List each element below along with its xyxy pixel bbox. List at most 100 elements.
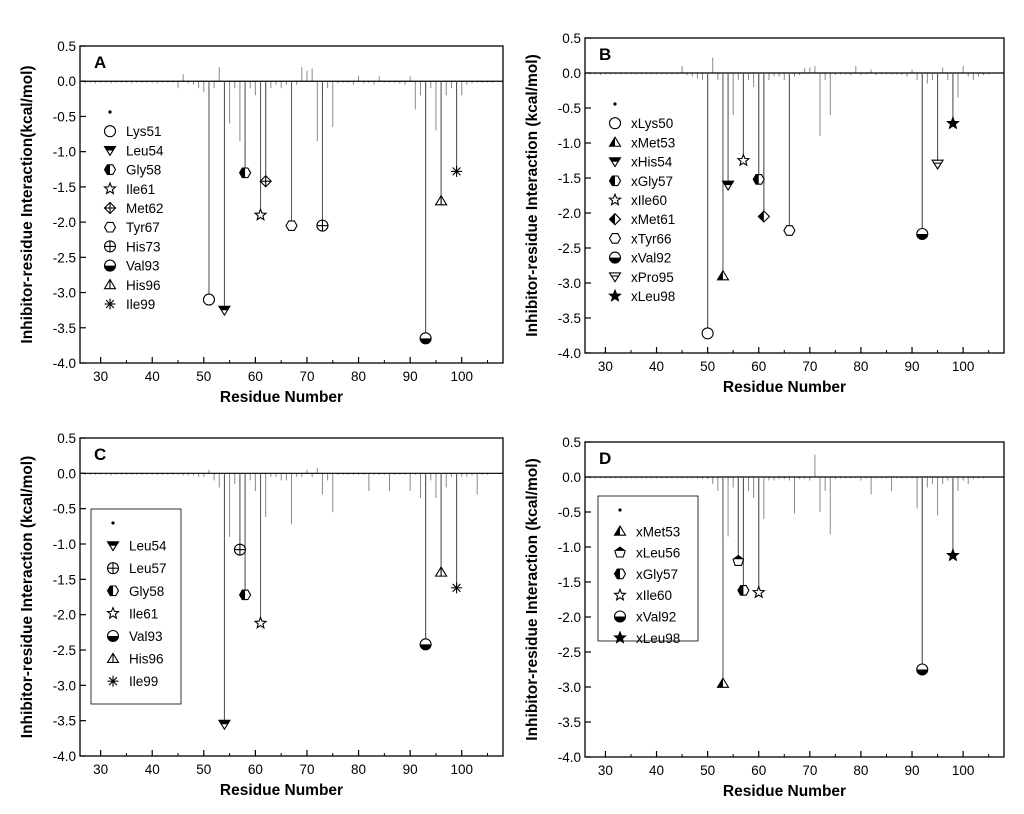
legend-marker-gly58-fill <box>104 164 110 175</box>
marker-xile60 <box>751 585 766 599</box>
legend-marker-gly58 <box>103 164 117 175</box>
legend-label: Ile99 <box>126 297 155 312</box>
marker-xmet53-fill <box>717 270 723 280</box>
plot-frame <box>79 45 504 364</box>
legend-marker-xleu98-shape <box>613 630 627 644</box>
legend-label: xPro95 <box>631 270 674 285</box>
marker-ile99-ray <box>452 167 461 176</box>
y-tick-label: -2.0 <box>53 215 76 230</box>
y-tick-label: 0.0 <box>562 66 581 81</box>
legend-label: Gly58 <box>126 163 161 178</box>
y-tick-label: -2.0 <box>558 610 581 625</box>
y-tick-label: -3.0 <box>558 276 581 291</box>
y-tick-label: -3.0 <box>558 680 581 695</box>
marker-xgly57-fill <box>753 174 759 185</box>
x-tick-label: 100 <box>450 369 473 384</box>
x-tick-label: 50 <box>700 763 715 778</box>
x-tick-label: 100 <box>952 763 975 778</box>
legend-marker-ile99-ray <box>105 299 115 309</box>
legend-dot <box>613 102 617 106</box>
marker-gly58 <box>238 589 252 601</box>
legend-marker-xgly57-fill <box>609 176 615 186</box>
legend-label: xVal92 <box>636 610 676 625</box>
marker-xmet53-fill <box>717 678 723 688</box>
x-tick-label: 30 <box>93 762 108 777</box>
marker-xtyr66 <box>783 225 796 236</box>
legend-marker-lys51-shape <box>103 125 117 138</box>
x-tick-label: 100 <box>952 359 975 374</box>
y-tick-label: -2.5 <box>558 241 581 256</box>
legend-marker-tyr67-shape <box>103 221 117 233</box>
legend-box <box>90 508 182 705</box>
legend-marker-xgly57 <box>608 175 622 187</box>
y-tick-label: -1.5 <box>558 575 581 590</box>
y-tick-label: 0.5 <box>57 39 76 54</box>
marker-leu54 <box>217 719 231 731</box>
marker-xgly57 <box>752 174 765 185</box>
panel-letter: D <box>599 449 611 468</box>
marker-ile61 <box>253 207 268 221</box>
marker-xmet61-fill <box>758 211 764 222</box>
legend-marker-xtyr66 <box>608 233 622 244</box>
legend-marker-leu54-fill <box>107 541 119 546</box>
legend: xLys50 xMet53 xHis54 xGly57 xIle60 xMet61 xTyr… <box>608 102 675 304</box>
legend-label: xLeu98 <box>636 631 680 646</box>
marker-val93 <box>419 638 432 651</box>
x-tick-label: 100 <box>450 762 473 777</box>
panel-letter: C <box>94 445 106 464</box>
legend-label: Ile99 <box>129 674 158 689</box>
legend-marker-ile61-shape <box>103 181 117 195</box>
marker-xleu56-fill <box>733 555 744 560</box>
marker-xpro95 <box>931 159 945 170</box>
legend-marker-ile61 <box>106 606 120 620</box>
y-axis-title: Inhibitor-residue Interaction (kcal/mol) <box>19 456 36 738</box>
plot-frame <box>79 437 504 757</box>
y-tick-label: 0.5 <box>562 435 581 450</box>
legend-marker-his73 <box>103 240 117 253</box>
legend-marker-xhis54 <box>608 157 622 168</box>
marker-val93 <box>419 332 432 345</box>
legend-label: xLeu98 <box>631 289 675 304</box>
legend-marker-xtyr66-shape <box>608 233 622 244</box>
legend-label: Ile61 <box>126 182 155 197</box>
x-axis-title: Residue Number <box>220 782 343 799</box>
legend-marker-gly58 <box>106 585 120 597</box>
marker-his73 <box>316 219 329 232</box>
y-tick-label: -1.5 <box>53 180 76 195</box>
legend-marker-ile99 <box>107 675 119 687</box>
legend-marker-leu57 <box>106 562 120 575</box>
x-tick-label: 60 <box>751 763 766 778</box>
legend-marker-val93 <box>106 629 120 643</box>
marker-met62 <box>259 174 272 188</box>
y-axis-title: Inhibitor-residue Interaction(kcal/mol) <box>19 65 36 343</box>
legend-marker-xleu98 <box>608 288 622 302</box>
legend-label: xIle60 <box>631 193 667 208</box>
legend-marker-xmet61 <box>608 212 622 226</box>
y-tick-label: 0.5 <box>562 31 581 46</box>
marker-tyr67 <box>285 220 298 231</box>
marker-ile99 <box>451 165 463 177</box>
legend-marker-ile99-ray <box>108 676 118 686</box>
legend-marker-xile60-shape <box>608 192 622 206</box>
legend-label: Val93 <box>129 629 163 644</box>
legend-marker-lys51 <box>103 125 117 138</box>
marker-xile60-shape <box>736 153 751 167</box>
y-tick-label: -3.5 <box>558 715 581 730</box>
legend-marker-leu54-fill <box>104 146 116 151</box>
y-axis-title: Inhibitor-residue Interaction (kcal/mol) <box>524 54 541 336</box>
legend-dot <box>618 508 622 512</box>
legend-marker-xleu56 <box>614 546 626 558</box>
y-tick-label: 0.0 <box>562 470 581 485</box>
x-tick-label: 40 <box>649 359 664 374</box>
legend-dot <box>108 110 112 114</box>
marker-xleu98-shape <box>945 116 960 130</box>
panel-letter: A <box>94 53 106 72</box>
marker-leu54 <box>217 305 231 317</box>
legend-marker-xmet53-fill <box>609 137 615 147</box>
legend-marker-ile99 <box>104 298 116 310</box>
marker-gly58 <box>238 167 252 179</box>
marker-tyr67-shape <box>285 220 298 231</box>
x-tick-label: 30 <box>598 763 613 778</box>
legend-marker-xlys50 <box>608 117 622 130</box>
